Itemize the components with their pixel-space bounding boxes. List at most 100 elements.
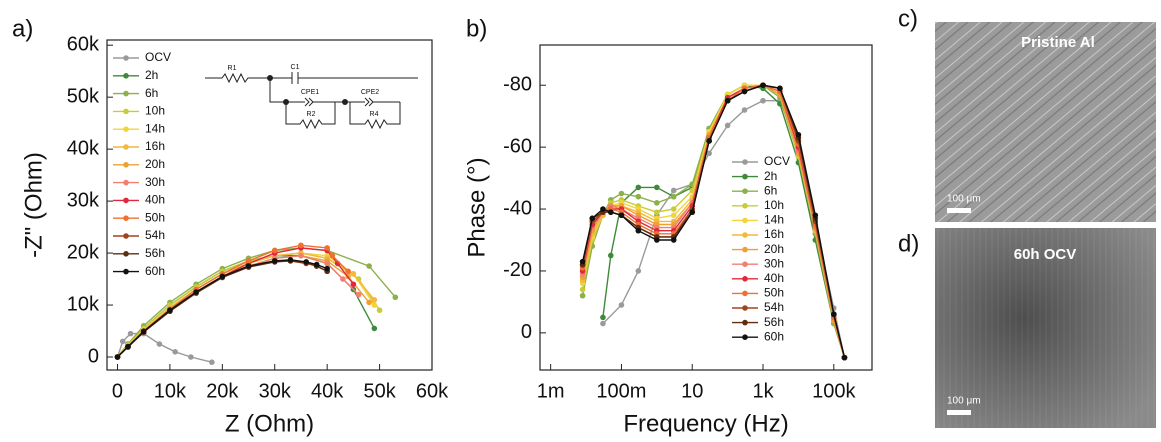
legend-label: 10h: [764, 198, 784, 212]
legend-label: OCV: [145, 50, 171, 64]
marker: [127, 330, 134, 337]
legend-label: 30h: [764, 256, 784, 270]
marker: [635, 184, 642, 191]
panel-label: b): [466, 15, 487, 42]
x-tick-label: 20k: [206, 380, 239, 402]
marker: [618, 212, 625, 219]
legend-marker: [123, 126, 129, 132]
legend-label: 40h: [145, 193, 165, 207]
legend-marker: [123, 55, 129, 61]
circuit-label: R1: [228, 65, 237, 72]
marker: [324, 245, 330, 251]
marker: [654, 200, 660, 206]
marker: [350, 271, 357, 277]
marker: [366, 263, 372, 269]
legend-label: 54h: [145, 228, 165, 242]
x-tick-label: 30k: [259, 380, 292, 402]
marker: [366, 299, 372, 306]
legend-marker: [123, 215, 129, 221]
marker: [340, 276, 346, 282]
marker: [618, 302, 625, 308]
marker: [392, 294, 399, 301]
marker: [600, 206, 606, 212]
legend-marker: [123, 90, 129, 97]
marker: [654, 237, 660, 243]
marker: [245, 263, 252, 269]
y-tick-label: 0: [88, 345, 99, 367]
scale-label: 100 μm: [947, 396, 981, 407]
marker: [706, 150, 712, 157]
legend-label: 56h: [145, 246, 165, 260]
legend-marker: [123, 144, 129, 150]
legend-marker: [742, 261, 748, 268]
y-axis-title: -Z" (Ohm): [20, 152, 47, 258]
y-tick-label: 0: [521, 321, 532, 343]
legend-label: 6h: [764, 183, 777, 197]
legend-label: 40h: [764, 271, 784, 285]
y-tick-label: 60k: [67, 33, 100, 55]
legend-marker: [123, 233, 129, 239]
x-tick-label: 50k: [363, 380, 396, 402]
panel-label: c): [898, 5, 918, 32]
legend-label: 10h: [145, 104, 165, 118]
legend-label: 50h: [764, 286, 784, 300]
marker: [689, 209, 696, 215]
circuit: R1 C1 CPE1 R2 CPE2 R4: [205, 64, 418, 130]
marker: [298, 252, 304, 259]
x-tick-label: 100k: [812, 380, 856, 402]
y-tick-label: 10k: [67, 293, 100, 315]
marker: [140, 328, 147, 335]
legend-marker: [742, 188, 748, 194]
legend-label: 60h: [145, 264, 165, 278]
marker: [119, 338, 126, 345]
marker: [635, 268, 642, 274]
legend-marker: [742, 159, 748, 165]
marker: [741, 107, 748, 113]
marker: [600, 314, 606, 321]
x-tick-label: 10: [681, 380, 703, 402]
circuit-label: R4: [370, 111, 379, 118]
marker: [760, 82, 766, 89]
marker: [670, 212, 677, 219]
series-line: [116, 332, 212, 363]
x-tick-label: 1m: [537, 380, 565, 402]
legend-marker: [123, 179, 129, 186]
marker: [654, 209, 660, 215]
marker: [271, 258, 278, 264]
marker: [795, 131, 802, 138]
legend-label: 50h: [145, 210, 165, 224]
marker: [350, 281, 357, 288]
marker: [600, 320, 606, 327]
marker: [670, 237, 677, 243]
y-tick-label: -40: [503, 197, 532, 219]
marker: [670, 193, 677, 200]
legend-marker: [123, 73, 129, 79]
y-axis-title: Phase (°): [463, 157, 490, 257]
marker: [193, 289, 199, 295]
marker: [841, 354, 848, 361]
image-caption: Pristine Al: [1021, 34, 1095, 51]
legend-marker: [742, 276, 748, 282]
legend-label: 20h: [145, 157, 165, 171]
legend-marker: [742, 217, 748, 224]
legend-marker: [742, 246, 748, 253]
marker: [607, 252, 614, 259]
legend-label: 56h: [764, 315, 784, 329]
marker: [245, 258, 252, 264]
circuit-label: CPE2: [361, 89, 379, 96]
legend-label: 30h: [145, 175, 165, 189]
marker: [371, 325, 378, 332]
marker: [345, 268, 351, 275]
marker: [706, 138, 712, 144]
panel-label: a): [12, 15, 33, 42]
legend-marker: [742, 319, 748, 326]
sem-image: 60h OCV 100 μm: [935, 228, 1156, 428]
marker: [724, 97, 731, 104]
marker: [831, 311, 837, 318]
series-line: [117, 244, 349, 358]
scale-label: 100 μm: [947, 194, 981, 205]
legend-marker: [742, 290, 748, 297]
marker: [167, 307, 173, 314]
marker: [324, 265, 330, 272]
y-tick-label: 50k: [67, 85, 100, 107]
